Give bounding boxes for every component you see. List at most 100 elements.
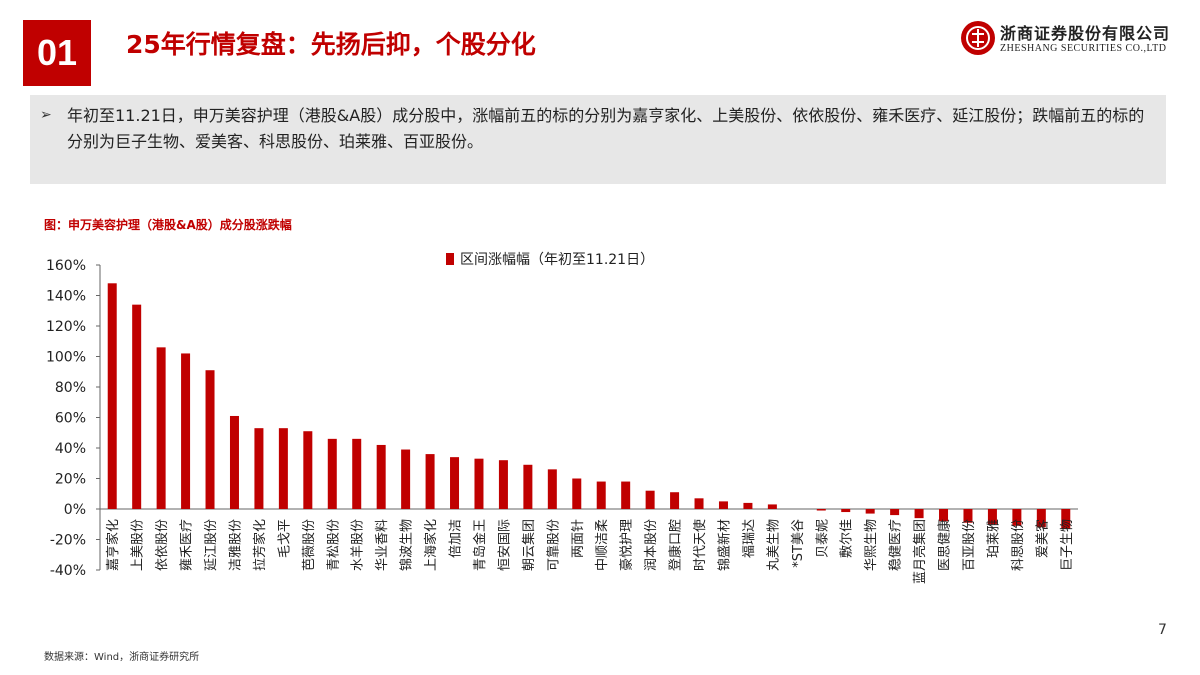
bar — [645, 490, 655, 509]
bar — [572, 478, 582, 509]
x-tick-label: 敷尔佳 — [840, 519, 855, 558]
bar — [303, 431, 313, 509]
x-tick-label: 华业香料 — [375, 519, 390, 571]
bar — [621, 481, 631, 509]
bar — [132, 304, 142, 509]
y-tick-label: 0% — [64, 502, 86, 518]
x-tick-label: 锦波生物 — [400, 519, 415, 571]
x-tick-label: 朝云集团 — [521, 519, 537, 571]
x-tick-label: 豪悦护理 — [619, 519, 635, 571]
x-tick-label: 洁雅股份 — [228, 519, 243, 571]
page-title: 25年行情复盘：先扬后抑，个股分化 — [126, 30, 536, 59]
y-tick-label: 80% — [55, 380, 86, 396]
x-tick-label: 科思股份 — [1011, 519, 1026, 571]
x-tick-label: 珀莱雅 — [986, 519, 1001, 558]
x-tick-label: 恒安国际 — [497, 519, 512, 571]
bar — [1061, 509, 1071, 529]
x-tick-label: 可靠股份 — [546, 519, 561, 571]
x-tick-label: 稳健医疗 — [888, 519, 904, 571]
x-tick-label: 青松股份 — [326, 519, 341, 571]
bar — [352, 438, 362, 509]
y-tick-label: 120% — [46, 319, 86, 335]
bar — [229, 415, 239, 509]
x-tick-label: 贝泰妮 — [815, 519, 830, 558]
bar — [327, 438, 337, 509]
bar — [670, 492, 680, 509]
x-tick-label: 雍禾医疗 — [179, 519, 195, 571]
x-tick-label: 上美股份 — [131, 519, 146, 571]
legend-label: 区间涨幅幅（年初至11.21日） — [460, 251, 654, 268]
x-tick-label: 时代天使 — [692, 519, 708, 571]
bar — [376, 444, 386, 509]
x-tick-label: 拉芳家化 — [252, 519, 268, 571]
x-tick-label: 青岛金王 — [472, 519, 488, 571]
bar — [767, 504, 777, 509]
y-tick-label: 40% — [55, 441, 86, 457]
bar — [914, 509, 924, 519]
bar — [425, 454, 435, 509]
company-logo: 浙商证券股份有限公司 ZHESHANG SECURITIES CO.,LTD — [960, 16, 1175, 64]
bar — [987, 509, 997, 525]
bar — [816, 509, 826, 511]
x-tick-label: 嘉亨家化 — [105, 519, 121, 571]
zheshang-logo-icon — [961, 21, 995, 55]
x-tick-label: 两面针 — [571, 519, 586, 558]
bar — [181, 353, 191, 509]
bar — [547, 469, 557, 509]
y-tick-label: -40% — [50, 563, 86, 579]
x-tick-label: 倍加洁 — [449, 519, 464, 558]
data-source: 数据来源：Wind，浙商证券研究所 — [44, 652, 200, 663]
summary-text: 年初至11.21日，申万美容护理（港股&A股）成分股中，涨幅前五的标的分别为嘉亨… — [67, 106, 1145, 151]
bar — [963, 509, 973, 523]
bar — [890, 509, 900, 516]
y-tick-label: -20% — [50, 533, 86, 549]
bar — [1036, 509, 1046, 528]
x-tick-label: 华熙生物 — [864, 519, 879, 571]
bar — [743, 502, 753, 509]
legend-swatch — [446, 253, 454, 265]
bar — [718, 501, 728, 509]
x-tick-label: *ST美谷 — [791, 519, 806, 568]
logo-name-cn: 浙商证券股份有限公司 — [1000, 24, 1171, 43]
x-tick-label: 水羊股份 — [350, 519, 366, 571]
bar — [107, 283, 117, 509]
bar — [474, 458, 484, 509]
x-tick-label: 中顺洁柔 — [595, 519, 610, 571]
bar — [205, 370, 215, 509]
y-tick-label: 20% — [55, 472, 86, 488]
x-tick-label: 延江股份 — [204, 519, 219, 571]
bar — [254, 428, 264, 509]
y-tick-label: 100% — [46, 350, 86, 366]
x-tick-label: 蓝月亮集团 — [912, 519, 928, 584]
x-tick-label: 爱美客 — [1034, 519, 1050, 558]
bar — [523, 464, 533, 509]
y-tick-label: 60% — [55, 411, 86, 427]
x-tick-label: 依依股份 — [155, 519, 170, 571]
bar — [841, 509, 851, 513]
bar — [694, 498, 704, 509]
y-tick-label: 160% — [46, 258, 86, 274]
x-tick-label: 毛戈平 — [277, 519, 292, 558]
y-tick-label: 140% — [46, 289, 86, 305]
section-number-badge: 01 — [23, 20, 91, 86]
bar — [939, 509, 949, 522]
page-number: 7 — [1158, 622, 1167, 638]
x-tick-label: 润本股份 — [644, 519, 659, 571]
x-tick-label: 丸美生物 — [766, 519, 781, 571]
bar — [596, 481, 606, 509]
bar — [401, 449, 411, 509]
x-tick-label: 锦盛新材 — [716, 519, 732, 571]
bar-chart: -40% -20% 0% 20% 40% 60% 80% 100% 120% 140% 160% 嘉亨… — [46, 251, 1078, 584]
x-tick-label: 医思健康 — [937, 519, 953, 571]
logo-name-en: ZHESHANG SECURITIES CO.,LTD — [1000, 43, 1167, 54]
bar — [498, 460, 508, 509]
bar — [865, 509, 875, 514]
x-tick-label: 上海家化 — [423, 519, 439, 571]
x-tick-label: 巨子生物 — [1060, 519, 1075, 571]
section-number: 01 — [36, 32, 78, 73]
arrow-bullet-icon: ➢ — [40, 107, 52, 123]
bar — [278, 428, 288, 509]
bar — [450, 457, 460, 509]
figure-title: 图：申万美容护理（港股&A股）成分股涨跌幅 — [44, 218, 292, 232]
bar — [1012, 509, 1022, 526]
